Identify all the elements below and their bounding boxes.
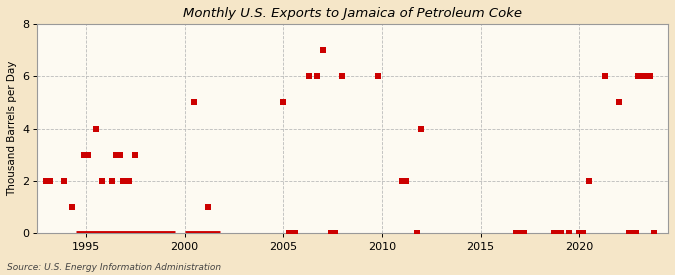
Point	[400, 179, 411, 183]
Point	[59, 179, 70, 183]
Point	[304, 74, 315, 78]
Point	[278, 100, 289, 104]
Point	[623, 231, 634, 235]
Point	[574, 231, 585, 235]
Point	[599, 74, 610, 78]
Point	[584, 179, 595, 183]
Point	[106, 179, 117, 183]
Point	[416, 126, 427, 131]
Point	[552, 231, 563, 235]
Point	[90, 126, 101, 131]
Point	[514, 231, 525, 235]
Point	[631, 231, 642, 235]
Point	[578, 231, 589, 235]
Point	[518, 231, 529, 235]
Point	[203, 205, 214, 209]
Point	[633, 74, 644, 78]
Point	[325, 231, 336, 235]
Y-axis label: Thousand Barrels per Day: Thousand Barrels per Day	[7, 61, 17, 196]
Point	[564, 231, 575, 235]
Point	[317, 48, 328, 52]
Point	[329, 231, 340, 235]
Point	[396, 179, 407, 183]
Point	[290, 231, 300, 235]
Point	[110, 153, 121, 157]
Point	[130, 153, 140, 157]
Point	[97, 179, 107, 183]
Point	[311, 74, 322, 78]
Point	[614, 100, 624, 104]
Point	[627, 231, 638, 235]
Point	[548, 231, 559, 235]
Point	[41, 179, 52, 183]
Point	[82, 153, 93, 157]
Point	[78, 153, 89, 157]
Point	[118, 179, 129, 183]
Point	[556, 231, 567, 235]
Point	[412, 231, 423, 235]
Point	[115, 153, 126, 157]
Point	[284, 231, 294, 235]
Point	[67, 205, 78, 209]
Point	[645, 74, 655, 78]
Point	[124, 179, 135, 183]
Point	[189, 100, 200, 104]
Point	[373, 74, 383, 78]
Point	[511, 231, 522, 235]
Text: Source: U.S. Energy Information Administration: Source: U.S. Energy Information Administ…	[7, 263, 221, 272]
Point	[337, 74, 348, 78]
Point	[45, 179, 56, 183]
Title: Monthly U.S. Exports to Jamaica of Petroleum Coke: Monthly U.S. Exports to Jamaica of Petro…	[183, 7, 522, 20]
Point	[639, 74, 650, 78]
Point	[649, 231, 659, 235]
